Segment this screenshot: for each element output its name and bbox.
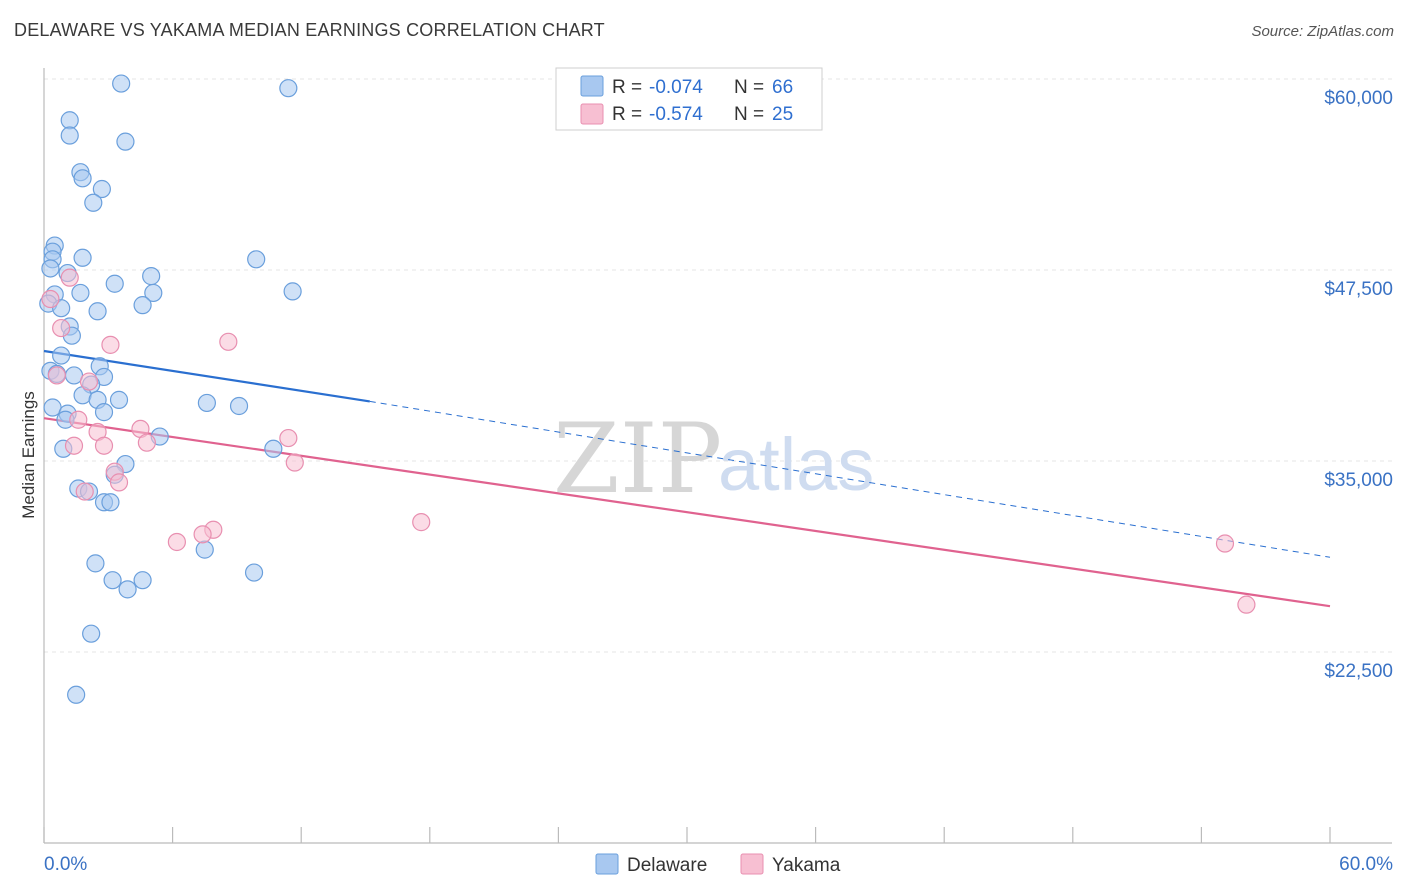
yakama-point	[137, 433, 156, 452]
delaware-point	[283, 282, 302, 301]
delaware-point	[116, 132, 135, 151]
x-tick-label: 0.0%	[44, 854, 87, 875]
watermark: ZIP atlas	[553, 403, 874, 515]
delaware-point	[229, 396, 249, 416]
correlation-legend: R = -0.074 N = 66 R = -0.574 N = 25	[555, 67, 823, 131]
yakama-point	[41, 289, 60, 309]
yakama-point	[101, 335, 120, 354]
axes	[43, 68, 1392, 844]
legend-r-value: -0.574	[649, 104, 703, 125]
delaware-trendline-extension	[369, 400, 1331, 558]
legend-r-label: R =	[612, 77, 642, 98]
yakama-point	[94, 436, 114, 455]
delaware-point	[109, 390, 129, 409]
source-label: Source: ZipAtlas.com	[1251, 23, 1394, 40]
delaware-point	[112, 74, 131, 93]
yakama-point	[285, 453, 304, 472]
delaware-point	[244, 563, 264, 582]
yakama-point	[47, 366, 66, 385]
gridlines	[44, 78, 1392, 653]
bottom-legend-yakama: Yakama	[772, 855, 841, 876]
delaware-point	[84, 193, 103, 212]
delaware-point	[88, 302, 107, 321]
yakama-point	[79, 372, 99, 391]
delaware-point	[60, 111, 79, 130]
delaware-point	[264, 439, 283, 458]
y-tick-label: $47,500	[1324, 279, 1393, 300]
delaware-point	[86, 554, 105, 573]
yakama-point	[167, 532, 186, 552]
x-tick-labels: 0.0% 60.0%	[44, 854, 1393, 875]
x-tick-label: 60.0%	[1339, 854, 1393, 875]
delaware-point	[279, 79, 298, 98]
y-tick-label: $22,500	[1324, 661, 1393, 682]
yakama-point	[279, 428, 298, 448]
yakama-point	[64, 436, 84, 455]
delaware-point	[101, 493, 120, 512]
delaware-point	[82, 624, 101, 643]
yakama-point	[412, 513, 431, 532]
delaware-point	[144, 283, 163, 303]
bottom-legend-swatch-yakama	[740, 853, 764, 875]
delaware-point	[67, 685, 86, 704]
data-points	[39, 74, 1256, 704]
legend-n-label: N =	[734, 77, 764, 98]
y-tick-label: $60,000	[1324, 88, 1393, 109]
yakama-point	[52, 318, 71, 338]
delaware-point	[197, 393, 216, 413]
y-axis-label: Median Earnings	[19, 391, 38, 519]
delaware-point	[195, 540, 214, 559]
legend-n-value: 25	[772, 104, 793, 125]
delaware-point	[71, 283, 90, 303]
yakama-point	[219, 332, 238, 351]
legend-n-value: 66	[772, 77, 793, 98]
yakama-trendline	[43, 417, 1331, 608]
watermark-zip: ZIP	[553, 403, 722, 515]
delaware-point	[41, 259, 60, 278]
delaware-point	[73, 248, 92, 267]
delaware-point	[103, 571, 122, 590]
bottom-legend-swatch-delaware	[595, 853, 619, 875]
chart-title: DELAWARE VS YAKAMA MEDIAN EARNINGS CORRE…	[14, 20, 605, 40]
legend-swatch-delaware	[580, 75, 604, 97]
delaware-point	[105, 274, 124, 293]
yakama-point	[109, 473, 129, 492]
yakama-point	[193, 525, 212, 544]
legend-r-label: R =	[612, 104, 642, 125]
y-tick-labels: $22,500 $35,000 $47,500 $60,000	[1324, 88, 1393, 682]
yakama-point	[1215, 534, 1235, 553]
delaware-point	[247, 250, 266, 269]
delaware-point	[142, 267, 161, 286]
delaware-point	[118, 580, 137, 599]
delaware-point	[133, 296, 152, 315]
y-tick-label: $35,000	[1324, 470, 1393, 491]
delaware-point	[73, 169, 92, 188]
watermark-atlas: atlas	[718, 423, 874, 506]
series-legend: Delaware Yakama	[595, 853, 841, 876]
yakama-point	[75, 482, 94, 501]
delaware-point	[94, 403, 114, 422]
delaware-point	[133, 571, 152, 590]
delaware-point	[60, 126, 79, 145]
delaware-point	[92, 179, 111, 199]
legend-swatch-yakama	[580, 103, 604, 125]
yakama-point	[1237, 595, 1256, 614]
legend-n-label: N =	[734, 104, 764, 125]
bottom-legend-delaware: Delaware	[627, 855, 707, 876]
legend-r-value: -0.074	[649, 77, 703, 98]
delaware-point	[52, 346, 71, 365]
yakama-point	[69, 410, 88, 429]
yakama-point	[60, 268, 79, 287]
